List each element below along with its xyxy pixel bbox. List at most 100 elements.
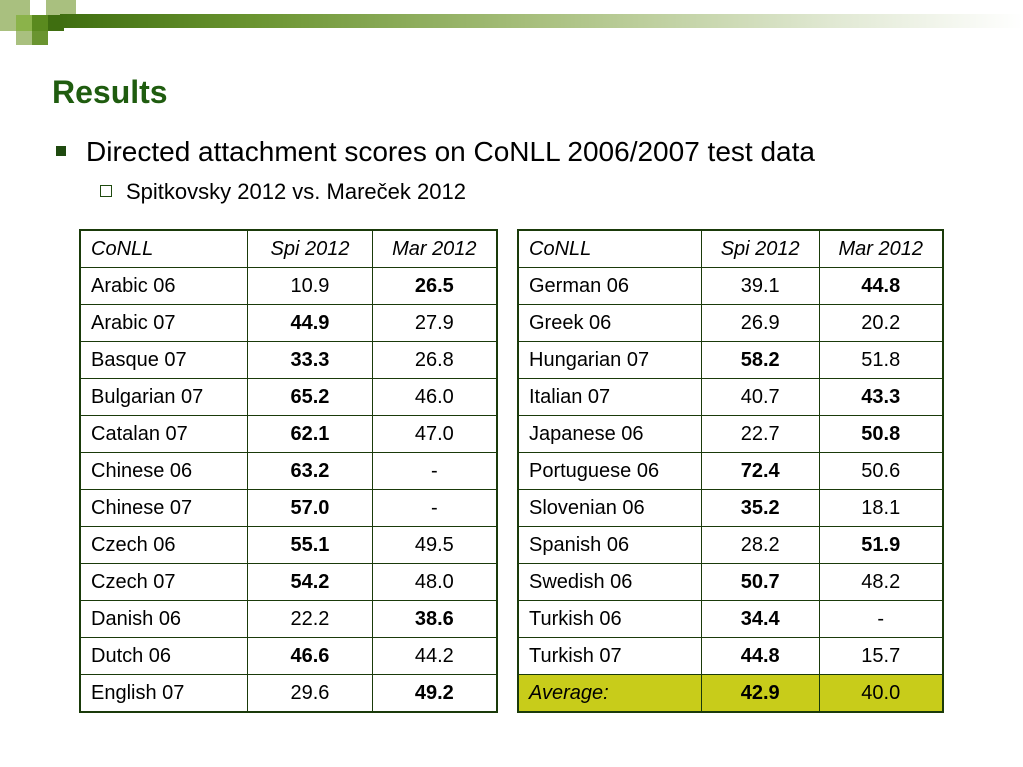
language-cell: Basque 07	[79, 341, 249, 379]
mar-score-cell: 26.8	[371, 341, 498, 379]
spi-score-cell: 39.1	[700, 267, 820, 305]
spi-score-cell: 72.4	[700, 452, 820, 490]
spi-score-cell: 65.2	[247, 378, 373, 416]
spi-score-cell: 35.2	[700, 489, 820, 527]
table-header-row: CoNLL Spi 2012 Mar 2012	[79, 229, 498, 268]
table-row: Basque 07 33.3 26.8	[79, 341, 498, 379]
decor-square	[16, 15, 32, 31]
language-cell: Dutch 06	[79, 637, 249, 675]
mar-score-cell: 46.0	[371, 378, 498, 416]
spi-score-cell: 22.7	[700, 415, 820, 453]
language-cell: Portuguese 06	[517, 452, 702, 490]
table-row: Chinese 06 63.2-	[79, 452, 498, 490]
main-bullet-text: Directed attachment scores on CoNLL 2006…	[86, 136, 815, 167]
language-cell: Turkish 06	[517, 600, 702, 638]
main-bullet: Directed attachment scores on CoNLL 2006…	[56, 136, 815, 168]
table-row: Arabic 06 10.9 26.5	[79, 267, 498, 305]
table-row: Dutch 06 46.6 44.2	[79, 637, 498, 675]
spi-score-cell: 63.2	[247, 452, 373, 490]
language-cell: Average:	[517, 674, 702, 713]
mar-score-cell: 49.2	[371, 674, 498, 713]
spi-score-cell: 44.8	[700, 637, 820, 675]
table-row: Swedish 06 50.7 48.2	[517, 563, 944, 601]
mar-score-cell: -	[371, 452, 498, 490]
language-cell: English 07	[79, 674, 249, 713]
language-cell: Bulgarian 07	[79, 378, 249, 416]
mar-score-cell: 51.9	[818, 526, 944, 564]
language-cell: Japanese 06	[517, 415, 702, 453]
mar-score-cell: 20.2	[818, 304, 944, 342]
language-cell: Chinese 07	[79, 489, 249, 527]
square-bullet-icon	[56, 146, 66, 156]
spi-score-cell: 22.2	[247, 600, 373, 638]
language-cell: Greek 06	[517, 304, 702, 342]
spi-score-cell: 28.2	[700, 526, 820, 564]
language-cell: German 06	[517, 267, 702, 305]
decor-square	[32, 15, 48, 31]
decor-square	[16, 31, 32, 45]
table-row: Catalan 07 62.1 47.0	[79, 415, 498, 453]
table-row: Turkish 07 44.8 15.7	[517, 637, 944, 675]
table-row: Japanese 06 22.7 50.8	[517, 415, 944, 453]
decor-square	[0, 15, 16, 31]
spi-score-cell: 55.1	[247, 526, 373, 564]
mar-score-cell: 44.2	[371, 637, 498, 675]
table-row: Bulgarian 07 65.2 46.0	[79, 378, 498, 416]
mar-score-cell: 47.0	[371, 415, 498, 453]
language-cell: Catalan 07	[79, 415, 249, 453]
mar-score-cell: 15.7	[818, 637, 944, 675]
spi-score-cell: 42.9	[700, 674, 820, 713]
table-row: Czech 07 54.2 48.0	[79, 563, 498, 601]
spi-score-cell: 33.3	[247, 341, 373, 379]
table-row: German 06 39.1 44.8	[517, 267, 944, 305]
spi-score-cell: 58.2	[700, 341, 820, 379]
results-table-right: CoNLL Spi 2012 Mar 2012 German 06 39.1 44.8 Gr…	[517, 229, 944, 713]
table-row: Slovenian 06 35.2 18.1	[517, 489, 944, 527]
language-cell: Turkish 07	[517, 637, 702, 675]
table-row: Greek 06 26.9 20.2	[517, 304, 944, 342]
mar-score-cell: 50.6	[818, 452, 944, 490]
spi-score-cell: 10.9	[247, 267, 373, 305]
language-cell: Italian 07	[517, 378, 702, 416]
slide-title: Results	[52, 74, 168, 110]
table-row: Danish 06 22.2 38.6	[79, 600, 498, 638]
mar-score-cell: 40.0	[818, 674, 944, 713]
average-row: Average: 42.9 40.0	[517, 674, 944, 713]
table-row: Portuguese 06 72.4 50.6	[517, 452, 944, 490]
table-row: Czech 06 55.1 49.5	[79, 526, 498, 564]
language-cell: Swedish 06	[517, 563, 702, 601]
header-gradient-bar	[60, 14, 1023, 28]
language-cell: Chinese 06	[79, 452, 249, 490]
mar-score-cell: -	[818, 600, 944, 638]
spi-score-cell: 57.0	[247, 489, 373, 527]
language-cell: Czech 07	[79, 563, 249, 601]
results-table-left: CoNLL Spi 2012 Mar 2012 Arabic 06 10.9 26.5 Ar…	[79, 229, 498, 713]
table-row: Arabic 07 44.9 27.9	[79, 304, 498, 342]
mar-score-cell: 18.1	[818, 489, 944, 527]
language-cell: Arabic 06	[79, 267, 249, 305]
hollow-square-bullet-icon	[100, 185, 112, 197]
mar-score-cell: 50.8	[818, 415, 944, 453]
spi-score-cell: 44.9	[247, 304, 373, 342]
table-row: Spanish 06 28.2 51.9	[517, 526, 944, 564]
mar-score-cell: 48.2	[818, 563, 944, 601]
language-cell: Arabic 07	[79, 304, 249, 342]
mar-score-cell: 51.8	[818, 341, 944, 379]
spi-score-cell: 26.9	[700, 304, 820, 342]
mar-score-cell: 38.6	[371, 600, 498, 638]
language-cell: Danish 06	[79, 600, 249, 638]
mar-score-cell: 44.8	[818, 267, 944, 305]
table-row: Italian 07 40.7 43.3	[517, 378, 944, 416]
spi-score-cell: 54.2	[247, 563, 373, 601]
table-header-row: CoNLL Spi 2012 Mar 2012	[517, 229, 944, 268]
spi-score-cell: 46.6	[247, 637, 373, 675]
decor-square	[32, 31, 48, 45]
table-row: English 07 29.6 49.2	[79, 674, 498, 713]
spi-score-cell: 34.4	[700, 600, 820, 638]
decor-square	[30, 0, 46, 15]
mar-score-cell: 48.0	[371, 563, 498, 601]
language-cell: Czech 06	[79, 526, 249, 564]
mar-score-cell: 49.5	[371, 526, 498, 564]
sub-bullet-text: Spitkovsky 2012 vs. Mareček 2012	[126, 179, 466, 204]
sub-bullet: Spitkovsky 2012 vs. Mareček 2012	[100, 179, 466, 205]
